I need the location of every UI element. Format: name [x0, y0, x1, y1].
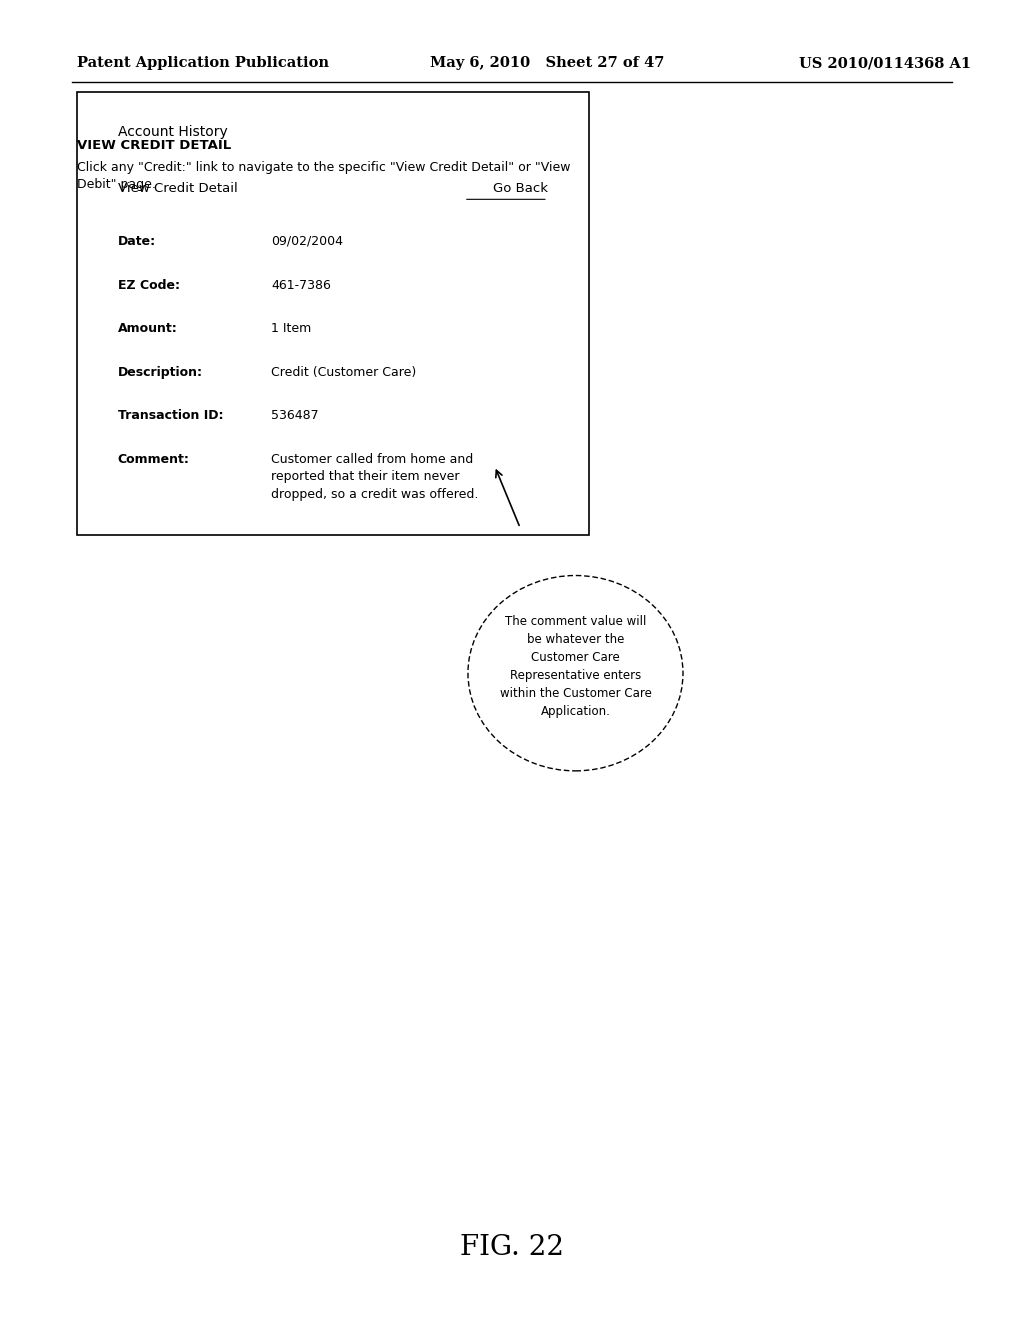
- Text: VIEW CREDIT DETAIL: VIEW CREDIT DETAIL: [77, 139, 231, 152]
- Text: 09/02/2004: 09/02/2004: [271, 235, 343, 248]
- Text: EZ Code:: EZ Code:: [118, 279, 180, 292]
- Text: Patent Application Publication: Patent Application Publication: [77, 57, 329, 70]
- Text: 1 Item: 1 Item: [271, 322, 311, 335]
- Text: Comment:: Comment:: [118, 453, 189, 466]
- FancyBboxPatch shape: [77, 92, 589, 535]
- Text: Go Back: Go Back: [493, 182, 548, 195]
- Ellipse shape: [468, 576, 683, 771]
- Text: View Credit Detail: View Credit Detail: [118, 182, 238, 195]
- Text: Account History: Account History: [118, 125, 227, 140]
- Text: FIG. 22: FIG. 22: [460, 1234, 564, 1261]
- Text: Date:: Date:: [118, 235, 156, 248]
- Text: Description:: Description:: [118, 366, 203, 379]
- Text: The comment value will
be whatever the
Customer Care
Representative enters
withi: The comment value will be whatever the C…: [500, 615, 651, 718]
- Text: Transaction ID:: Transaction ID:: [118, 409, 223, 422]
- Text: 461-7386: 461-7386: [271, 279, 331, 292]
- Text: US 2010/0114368 A1: US 2010/0114368 A1: [799, 57, 971, 70]
- Text: 536487: 536487: [271, 409, 319, 422]
- Text: Amount:: Amount:: [118, 322, 177, 335]
- Text: May 6, 2010   Sheet 27 of 47: May 6, 2010 Sheet 27 of 47: [430, 57, 665, 70]
- Text: Customer called from home and
reported that their item never
dropped, so a credi: Customer called from home and reported t…: [271, 453, 479, 500]
- Text: Click any "Credit:" link to navigate to the specific "View Credit Detail" or "Vi: Click any "Credit:" link to navigate to …: [77, 161, 570, 191]
- Text: Credit (Customer Care): Credit (Customer Care): [271, 366, 417, 379]
